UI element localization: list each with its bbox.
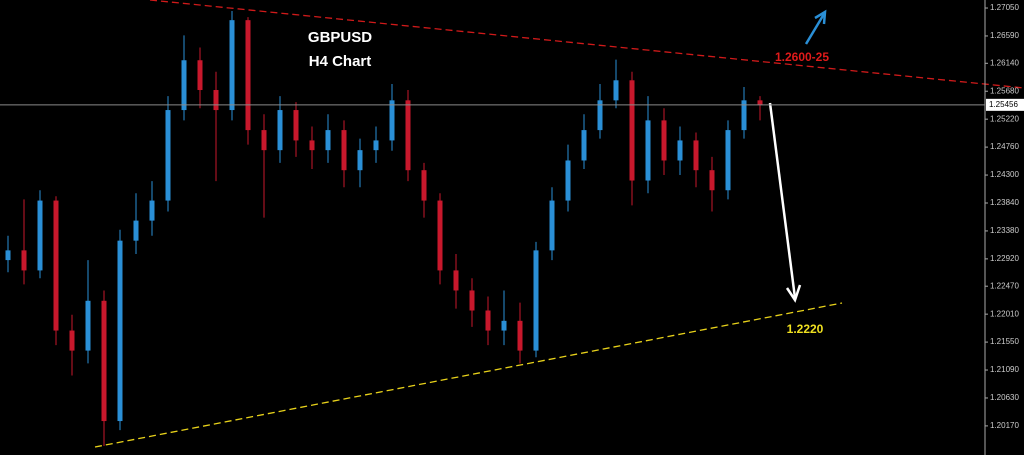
y-tick-label: 1.22470 xyxy=(990,281,1019,290)
candle-body xyxy=(693,140,699,171)
candle-body xyxy=(357,150,363,171)
chart-subtitle: H4 Chart xyxy=(309,53,372,70)
candle-body xyxy=(293,110,299,141)
candle-body xyxy=(341,130,347,171)
candle-body xyxy=(373,140,379,151)
y-tick-label: 1.20170 xyxy=(990,421,1019,430)
y-tick-label: 1.24300 xyxy=(990,170,1019,179)
candle-body xyxy=(645,120,651,181)
candle-body xyxy=(197,60,203,91)
y-tick-label: 1.25680 xyxy=(990,86,1019,95)
down-arrow xyxy=(768,102,797,299)
candle-body xyxy=(277,110,283,151)
y-tick-label: 1.22010 xyxy=(990,309,1019,318)
candle-body xyxy=(725,130,731,191)
candle-body xyxy=(101,300,107,422)
candle-body xyxy=(213,90,219,111)
current-price-label: 1.25456 xyxy=(989,100,1018,109)
support-label: 1.2220 xyxy=(787,322,824,336)
candle-body xyxy=(245,20,251,131)
y-tick-label: 1.23380 xyxy=(990,226,1019,235)
candle-body xyxy=(261,130,267,151)
y-tick-label: 1.23840 xyxy=(990,198,1019,207)
candle-body xyxy=(453,270,459,291)
candle-body xyxy=(181,60,187,111)
candle-body xyxy=(677,140,683,161)
candle-body xyxy=(325,130,331,151)
candle-body xyxy=(533,250,539,351)
candle-body xyxy=(85,300,91,351)
y-tick-label: 1.25220 xyxy=(990,114,1019,123)
candle-body xyxy=(165,110,171,201)
candle-body xyxy=(757,100,763,105)
y-tick-label: 1.24760 xyxy=(990,142,1019,151)
candle-body xyxy=(709,170,715,191)
candle-body xyxy=(597,100,603,131)
resistance-label: 1.2600-25 xyxy=(775,50,829,64)
candle-body xyxy=(309,140,315,151)
up-arrow-head xyxy=(814,9,827,25)
down-arrow-head xyxy=(785,284,802,303)
y-tick-label: 1.22920 xyxy=(990,254,1019,263)
candle-body xyxy=(117,240,123,422)
candle-body xyxy=(389,100,395,141)
candle-body xyxy=(485,310,491,331)
y-tick-label: 1.27050 xyxy=(990,3,1019,12)
y-tick-label: 1.26590 xyxy=(990,31,1019,40)
y-tick-label: 1.21090 xyxy=(990,365,1019,374)
candles xyxy=(5,11,763,446)
y-tick-label: 1.21550 xyxy=(990,337,1019,346)
current-price-box xyxy=(986,98,1024,111)
candle-body xyxy=(421,170,427,201)
y-tick-label: 1.26140 xyxy=(990,58,1019,67)
candle-body xyxy=(69,330,75,351)
candle-body xyxy=(405,100,411,171)
candle-body xyxy=(741,100,747,131)
candle-body xyxy=(613,80,619,101)
candle-body xyxy=(581,130,587,161)
candle-body xyxy=(661,120,667,161)
y-tick-label: 1.20630 xyxy=(990,393,1019,402)
candle-body xyxy=(133,220,139,241)
candle-body xyxy=(501,320,507,331)
candle-body xyxy=(549,200,555,251)
candle-body xyxy=(5,250,11,261)
candle-body xyxy=(517,320,523,351)
chart-title: GBPUSD xyxy=(308,29,372,46)
candle-body xyxy=(437,200,443,271)
candle-body xyxy=(21,250,27,271)
resistance-line xyxy=(149,0,1024,89)
candle-body xyxy=(229,20,235,111)
candle-body xyxy=(149,200,155,221)
support-line xyxy=(94,302,843,448)
candle-body xyxy=(565,160,571,201)
y-axis-ticks: 1.27050 1.26590 1.26140 1.25680 1.25220 1.247… xyxy=(985,3,1019,430)
candle-body xyxy=(629,80,635,181)
candle-body xyxy=(469,290,475,311)
candle-body xyxy=(37,200,43,271)
up-arrow xyxy=(804,13,826,45)
candle-body xyxy=(53,200,59,331)
